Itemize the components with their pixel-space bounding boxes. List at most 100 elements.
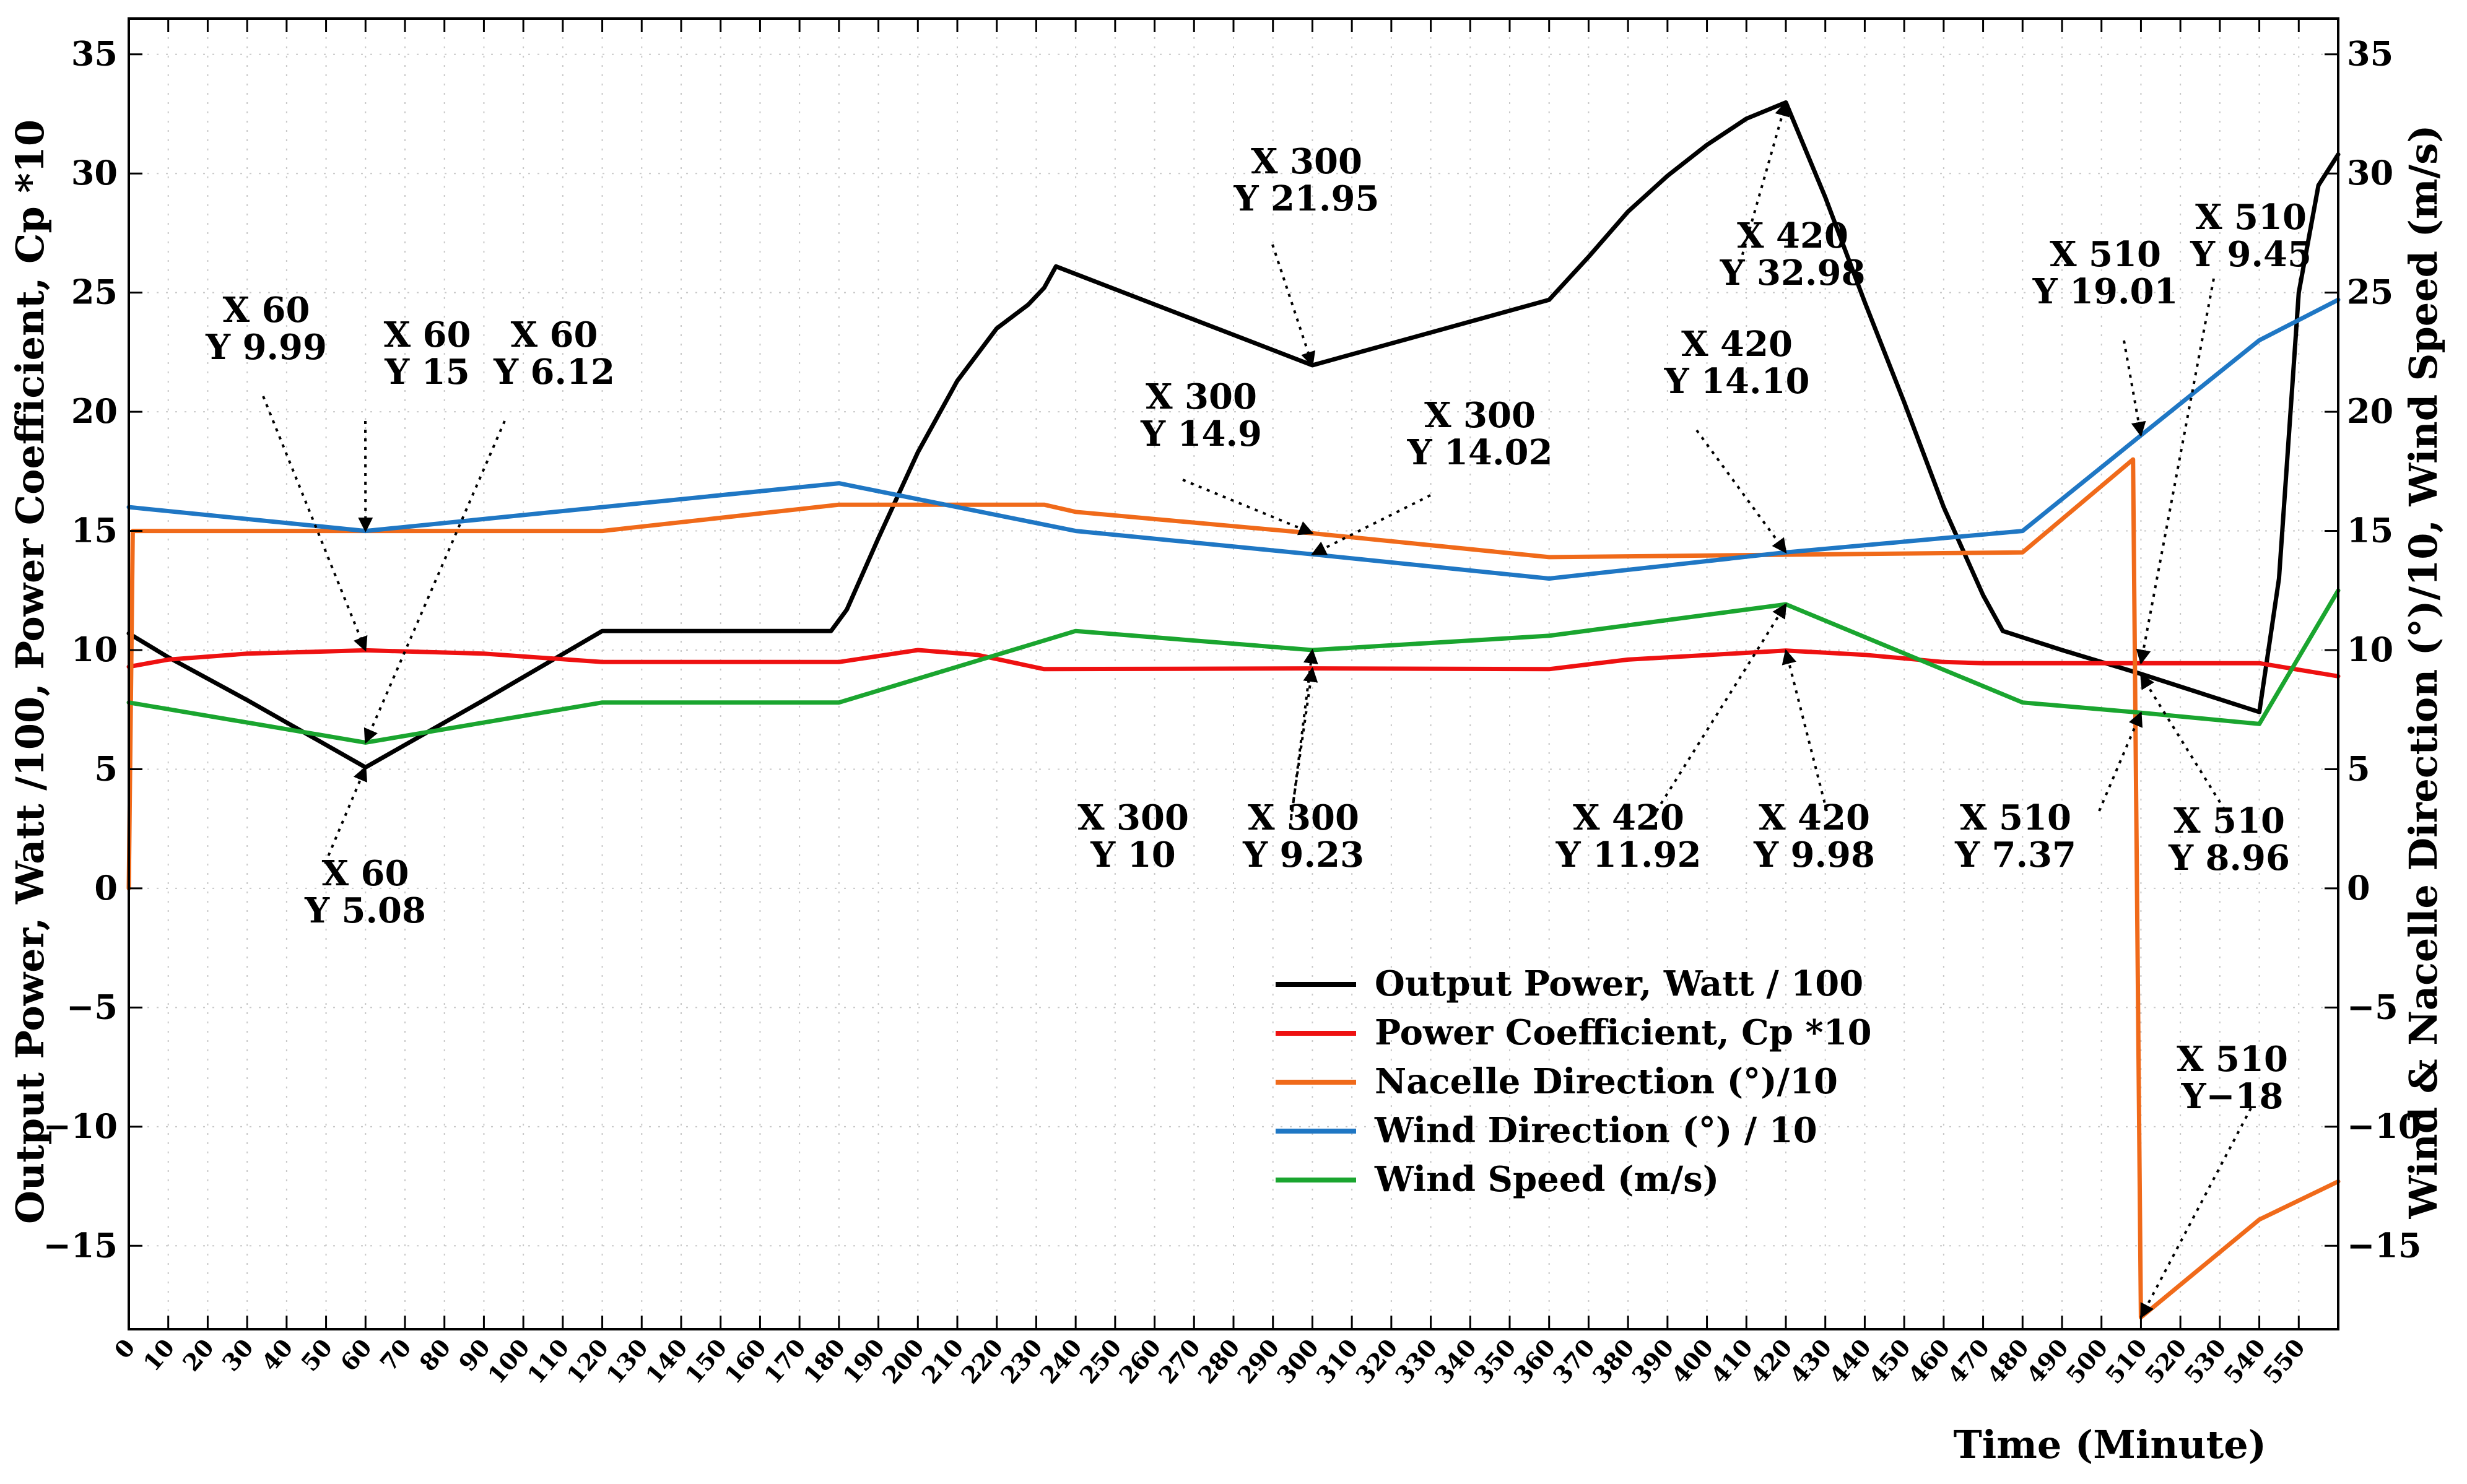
y-tick-label-left: −15: [43, 1225, 118, 1265]
annotation-label: Y−18: [2181, 1076, 2284, 1117]
x-tick-label: 130: [601, 1334, 653, 1389]
annotation-arrow: [325, 767, 365, 864]
x-tick-label: 160: [719, 1334, 772, 1389]
annotation-label: X 510: [2195, 197, 2307, 238]
y-tick-label-left: 20: [71, 391, 118, 431]
annotation-label: X 300: [1077, 797, 1189, 838]
x-tick-label: 290: [1232, 1334, 1284, 1389]
annotation-label: X 300: [1251, 141, 1362, 182]
x-tick-label: 30: [217, 1334, 259, 1376]
annotation-label: Y 6.12: [493, 352, 615, 393]
series-layer: [129, 103, 2338, 1317]
x-tick-label: 170: [759, 1334, 811, 1389]
x-tick-label: 150: [679, 1334, 732, 1389]
y-tick-label-left: 15: [71, 511, 118, 550]
x-tick-label: 470: [1942, 1334, 1995, 1389]
annotation-label: Y 15: [384, 352, 469, 393]
x-tick-label: 370: [1547, 1334, 1600, 1389]
annotation-label: Y 5.08: [304, 890, 426, 931]
x-tick-label: 400: [1666, 1334, 1718, 1389]
annotation-label: X 60: [384, 315, 471, 355]
x-tick-label: 550: [2258, 1334, 2310, 1389]
x-tick-label: 540: [2218, 1334, 2271, 1389]
legend-label-2: Nacelle Direction (°)/10: [1375, 1061, 1838, 1102]
x-tick-label: 110: [521, 1334, 574, 1389]
annotation-label: Y 8.96: [2168, 838, 2290, 879]
annotation-arrow: [2141, 1108, 2251, 1317]
annotation-label: X 420: [1573, 797, 1684, 838]
x-tick-label: 270: [1153, 1334, 1206, 1389]
y-tick-label-left: 30: [71, 153, 118, 193]
annotation-arrow: [1291, 650, 1312, 820]
x-tick-label: 360: [1508, 1334, 1560, 1389]
x-tick-label: 280: [1192, 1334, 1245, 1389]
annotation-label: X 420: [1737, 215, 1848, 256]
annotation-label: Y 14.9: [1140, 414, 1262, 454]
annotation-label: Y 9.45: [2190, 234, 2312, 275]
annotation-label: Y 11.92: [1555, 835, 1702, 875]
y-tick-label-right: −15: [2347, 1225, 2421, 1265]
legend-label-4: Wind Speed (m/s): [1374, 1159, 1719, 1200]
y-tick-label-left: 35: [71, 34, 118, 74]
y-tick-label-right: 20: [2347, 391, 2393, 431]
legend-label-3: Wind Direction (°) / 10: [1374, 1110, 1817, 1151]
y-tick-label-left: 0: [94, 868, 118, 908]
y-tick-label-left: 10: [71, 630, 118, 669]
y-tick-label-left: −5: [66, 987, 118, 1026]
y-tick-label-right: 15: [2347, 511, 2393, 550]
annotation-label: X 510: [2177, 1039, 2288, 1080]
x-tick-label: 300: [1271, 1334, 1324, 1389]
x-tick-label: 260: [1113, 1334, 1166, 1389]
annotation-label: Y 21.95: [1234, 178, 1380, 219]
annotation-label: Y 9.23: [1242, 835, 1364, 875]
annotation-label: Y 19.01: [2032, 271, 2178, 312]
legend-label-1: Power Coefficient, Cp *10: [1375, 1012, 1872, 1053]
x-tick-label: 120: [561, 1334, 614, 1389]
annotation-label: X 60: [511, 315, 598, 355]
x-tick-label: 60: [335, 1334, 377, 1376]
annotation-arrow: [1273, 245, 1312, 365]
y-axis-left-title: Output Power, Watt /100, Power Coefficie…: [7, 119, 53, 1224]
legend-label-0: Output Power, Watt / 100: [1375, 963, 1863, 1004]
y-tick-label-right: 25: [2347, 272, 2393, 312]
x-tick-label: 520: [2139, 1334, 2192, 1389]
x-tick-label: 20: [177, 1334, 219, 1376]
x-tick-label: 410: [1705, 1334, 1758, 1389]
x-tick-label: 240: [1035, 1334, 1087, 1389]
x-tick-label: 440: [1824, 1334, 1876, 1389]
x-tick-label: 220: [955, 1334, 1008, 1389]
x-tick-label: 330: [1390, 1334, 1442, 1389]
y-tick-label-right: 5: [2347, 749, 2370, 788]
annotation-arrow: [1656, 604, 1786, 811]
x-tick-label: 390: [1626, 1334, 1679, 1389]
annotation-arrow: [1697, 430, 1786, 552]
y-tick-label-right: 35: [2347, 34, 2393, 74]
x-tick-label: 180: [798, 1334, 850, 1389]
x-tick-label: 380: [1587, 1334, 1640, 1389]
x-tick-label: 350: [1468, 1334, 1521, 1389]
x-tick-label: 320: [1350, 1334, 1403, 1389]
annotation-label: X 420: [1759, 797, 1870, 838]
y-tick-label-right: 30: [2347, 153, 2393, 193]
annotation-label: Y 32.98: [1720, 253, 1866, 293]
x-tick-label: 530: [2178, 1334, 2231, 1389]
x-tick-label: 510: [2100, 1334, 2152, 1389]
annotation-label: Y 9.99: [205, 327, 327, 368]
x-tick-label: 200: [877, 1334, 929, 1389]
x-tick-label: 500: [2060, 1334, 2113, 1389]
x-tick-label: 40: [256, 1334, 298, 1376]
annotation-arrow: [1786, 651, 1827, 811]
annotation-label: Y 9.98: [1753, 835, 1875, 875]
x-tick-label: 0: [108, 1334, 140, 1364]
x-tick-label: 420: [1744, 1334, 1797, 1389]
series-line-1: [129, 650, 2338, 676]
x-tick-label: 310: [1311, 1334, 1364, 1389]
y-tick-label-left: 5: [94, 749, 118, 788]
annotation-label: X 300: [1424, 395, 1536, 436]
annotation-label: X 510: [2173, 801, 2285, 841]
y-tick-label-left: −10: [43, 1106, 118, 1146]
x-tick-label: 230: [995, 1334, 1048, 1389]
x-tick-label: 450: [1863, 1334, 1916, 1389]
